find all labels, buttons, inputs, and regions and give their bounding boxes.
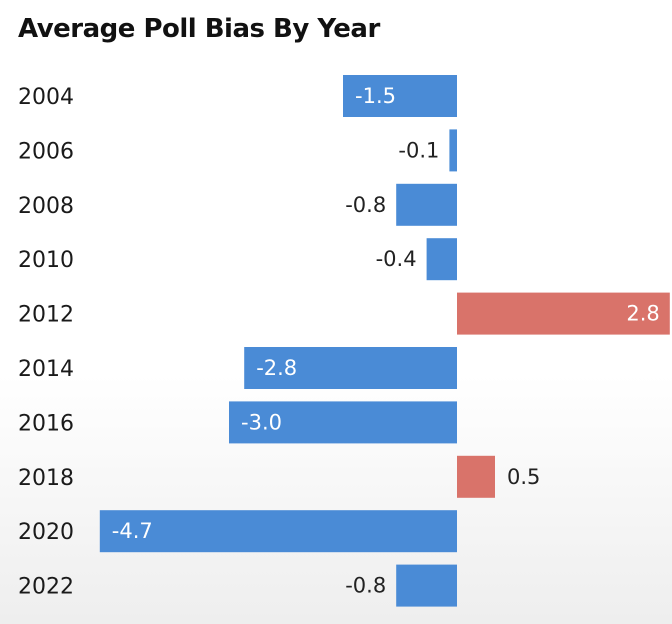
value-labels: -1.5 -0.1 -0.8 -0.4 2.8 -2.8 -3.0 0.5 -4.7 -0.8: [112, 84, 660, 598]
category-label: 2012: [18, 303, 74, 328]
bar-2012: [457, 292, 670, 335]
value-label: -0.8: [345, 193, 386, 217]
category-label: 2010: [18, 248, 74, 273]
category-label: 2004: [18, 85, 74, 110]
bar-2010: [426, 238, 457, 281]
category-label: 2014: [18, 357, 74, 382]
bar-2006: [449, 129, 457, 172]
bar-2016: [229, 401, 457, 444]
value-label: -2.8: [256, 356, 297, 380]
bar-2014: [244, 347, 457, 389]
value-label: -0.1: [398, 138, 439, 162]
value-label: -0.4: [376, 247, 417, 271]
value-label: -0.8: [345, 574, 386, 598]
bar-2022: [396, 564, 457, 607]
chart-title: Average Poll Bias By Year: [18, 14, 380, 44]
category-label: 2008: [18, 194, 74, 219]
value-label: -1.5: [355, 84, 396, 108]
value-label: -4.7: [112, 519, 153, 543]
value-label: 2.8: [626, 302, 659, 326]
category-label: 2006: [18, 139, 74, 164]
bar-2004: [343, 75, 457, 117]
category-label: 2020: [18, 520, 74, 545]
category-label: 2022: [18, 575, 74, 600]
bar-2018: [457, 455, 495, 498]
bar-2008: [396, 183, 457, 226]
category-label: 2018: [18, 466, 74, 491]
value-label: 0.5: [507, 465, 540, 489]
category-label: 2016: [18, 411, 74, 436]
bars: [99, 75, 670, 607]
value-label: -3.0: [241, 410, 282, 434]
bar-2020: [99, 510, 458, 553]
category-labels: 2004 2006 2008 2010 2012 2014 2016 2018 2020 2022: [18, 85, 74, 600]
